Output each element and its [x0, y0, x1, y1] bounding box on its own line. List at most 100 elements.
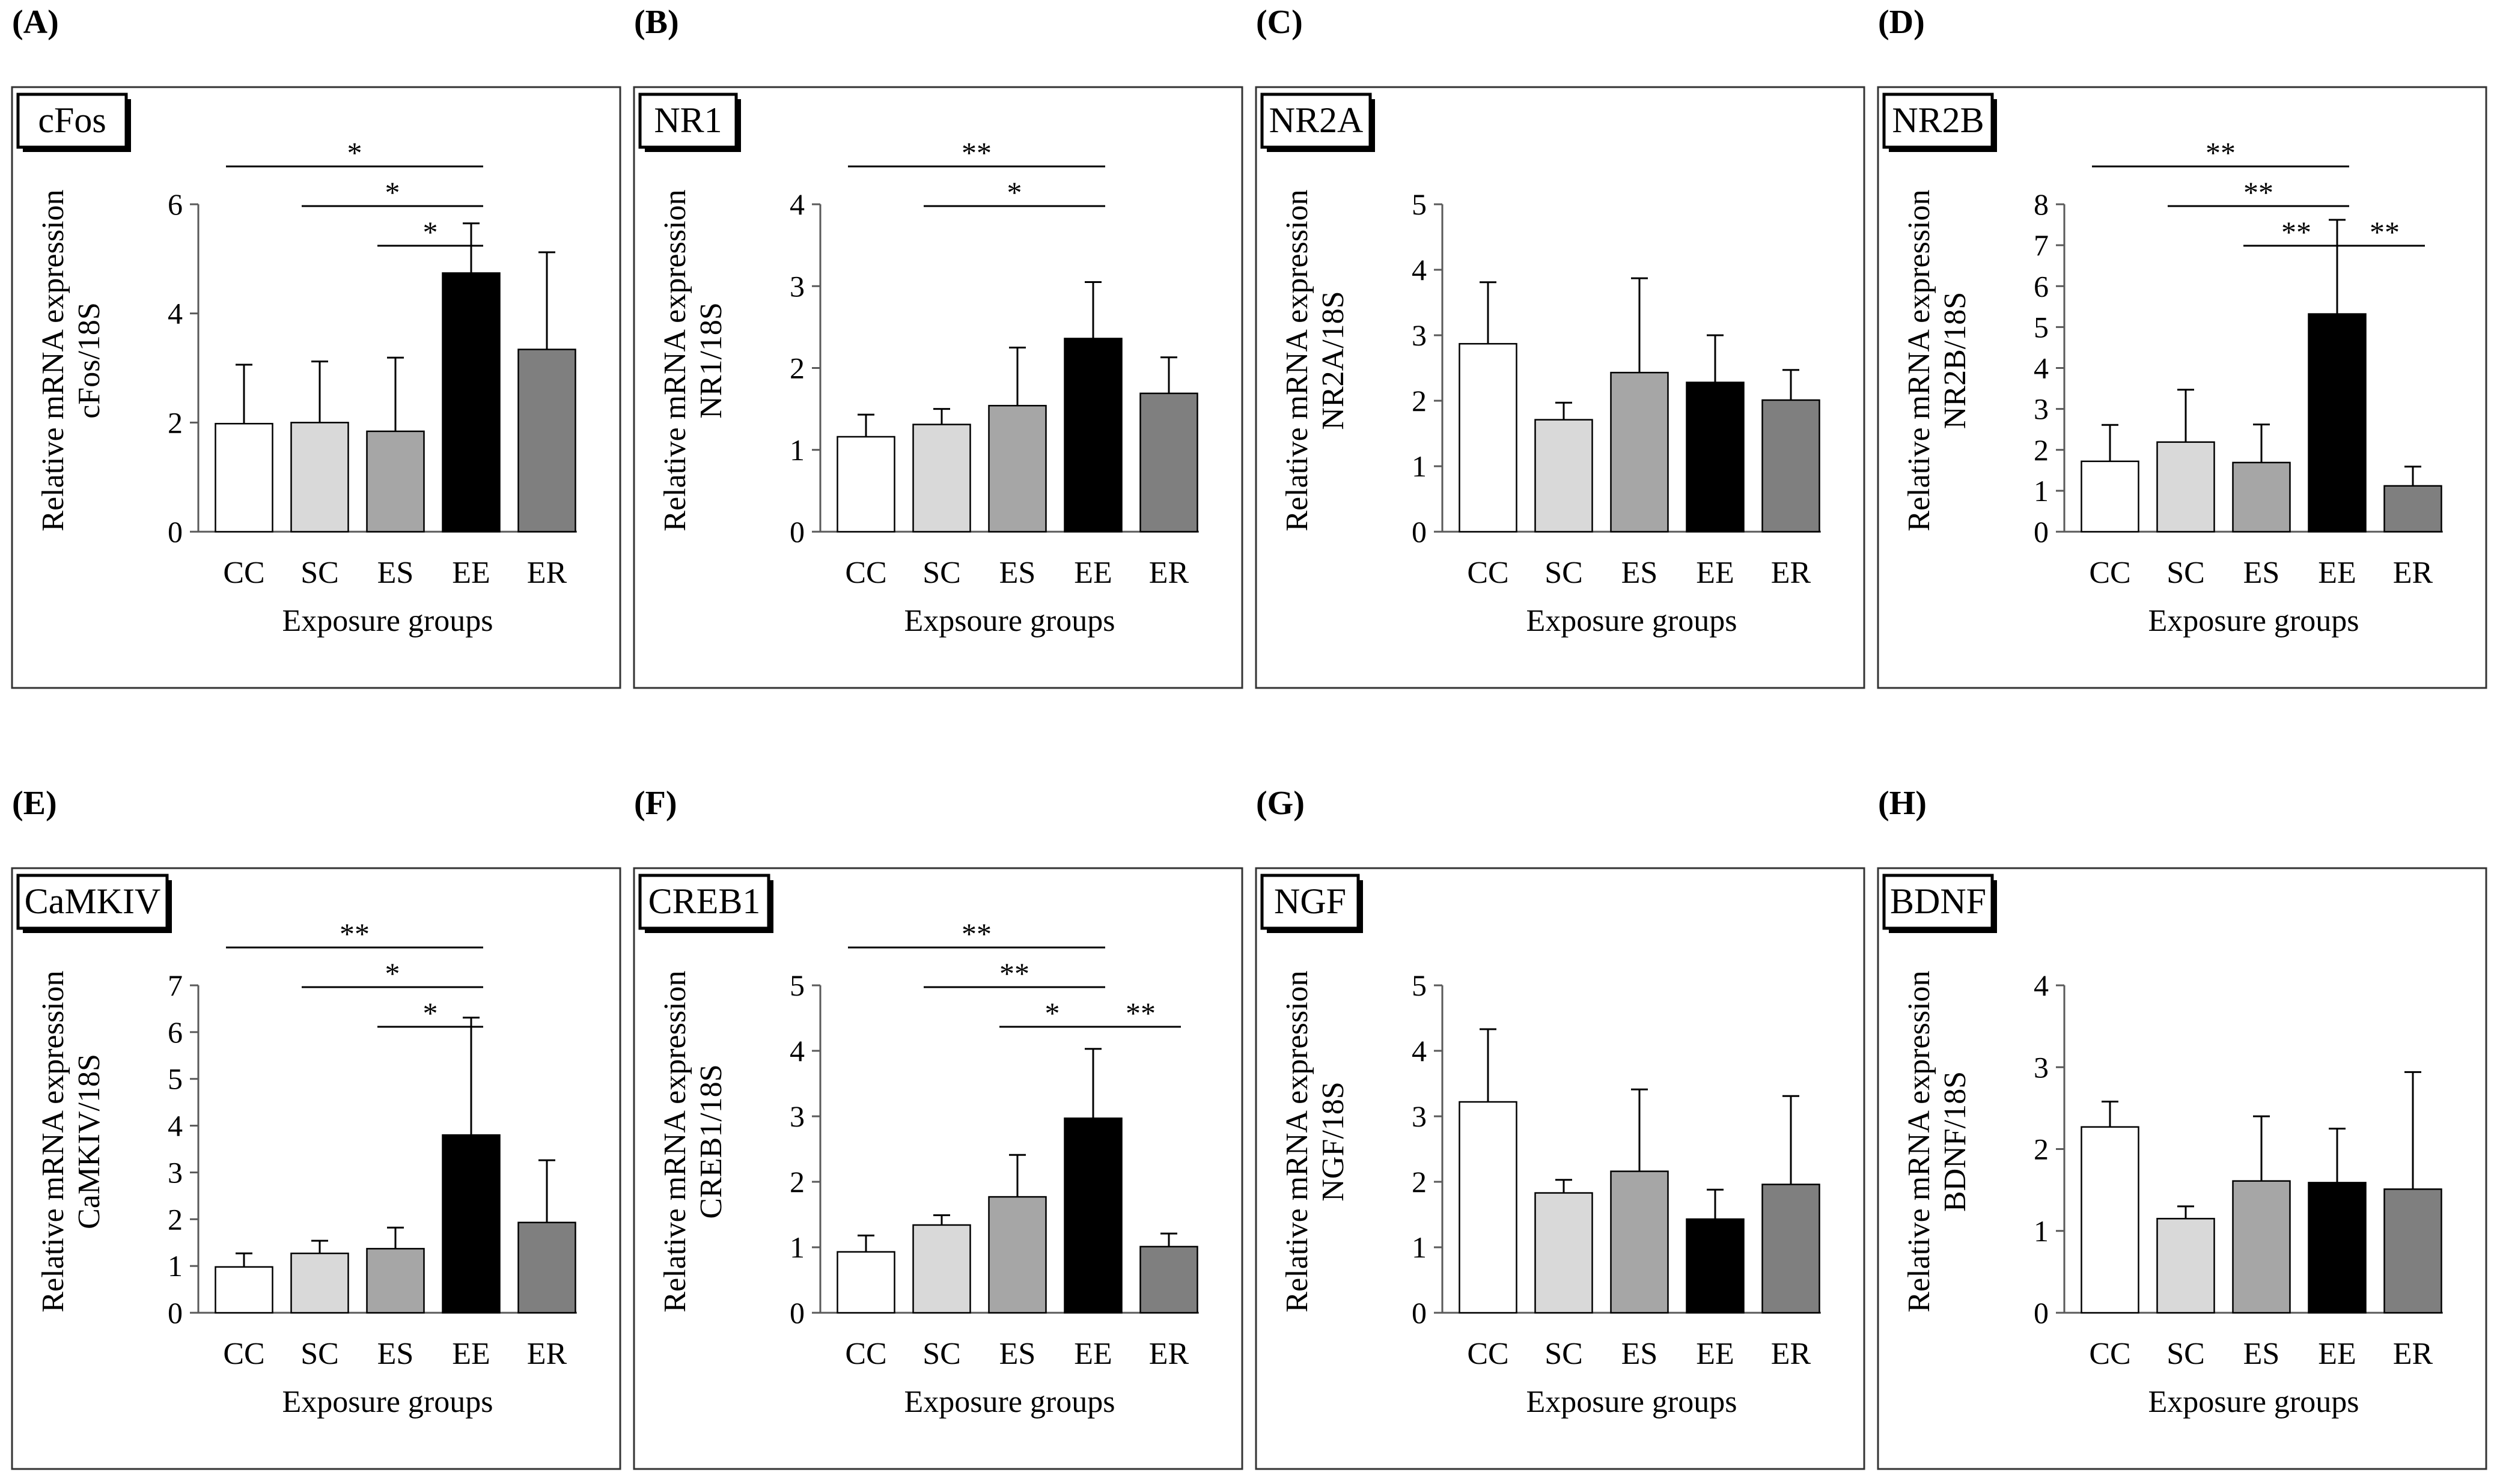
panel-frame — [1877, 86, 2487, 689]
y-tick-label: 5 — [2034, 310, 2049, 344]
bar-es — [1610, 1170, 1669, 1314]
y-tick-label: 0 — [1412, 1296, 1427, 1330]
title-box — [16, 874, 169, 930]
chart-title: NGF — [1274, 881, 1346, 921]
y-tick-label: 4 — [1412, 253, 1427, 287]
chart-title: cFos — [38, 100, 106, 140]
x-tick-label: EE — [1696, 556, 1734, 590]
y-tick-label: 5 — [1412, 187, 1427, 221]
bar-ee — [442, 1134, 501, 1314]
y-axis-label-line1: Relative mRNA expression — [36, 970, 70, 1312]
panel-label: (A) — [12, 4, 59, 41]
panel-frame — [633, 867, 1243, 1470]
bar-er — [517, 1221, 576, 1314]
bar-ee — [1686, 1218, 1745, 1314]
bar-cc — [215, 422, 273, 533]
y-axis-label-group: Relative mRNA expression cFos/18S — [36, 189, 106, 531]
bar-cc — [2081, 1126, 2139, 1314]
x-axis-label: Exposure groups — [1526, 1385, 1737, 1419]
significance-mark: ** — [340, 917, 370, 950]
title-box — [1882, 874, 1994, 930]
panel-label: (C) — [1256, 4, 1303, 41]
bar-sc — [1534, 1192, 1593, 1314]
x-tick-label: EE — [1074, 1337, 1112, 1371]
x-tick-label: SC — [300, 556, 339, 590]
x-tick-label: CC — [223, 1337, 264, 1371]
y-tick-label: 6 — [168, 1015, 183, 1049]
bar-er — [1761, 399, 1820, 533]
y-axis-label-line1: Relative mRNA expression — [1280, 189, 1314, 531]
x-tick-label: SC — [2166, 1337, 2205, 1371]
y-tick-label: 0 — [168, 1296, 183, 1330]
significance-mark: ** — [962, 136, 992, 169]
bar-sc — [2156, 441, 2215, 533]
y-tick-label: 0 — [1412, 515, 1427, 549]
y-axis-label-group: Relative mRNA expression NGF/18S — [1280, 970, 1350, 1312]
panel-g: (G) NGF Relative mRNA expression NGF/18S 0 1 2… — [1255, 785, 1865, 1470]
panel-frame — [633, 86, 1243, 689]
y-tick-label: 5 — [790, 969, 805, 1002]
panel-label: (D) — [1878, 4, 1925, 41]
y-tick-label: 3 — [2034, 392, 2049, 426]
bar-ee — [1064, 338, 1123, 533]
y-tick-label: 2 — [168, 1202, 183, 1236]
x-tick-label: ES — [1621, 1337, 1658, 1371]
bar-cc — [215, 1266, 273, 1314]
panel-d: (D) NR2B Relative mRNA expression NR2B/18S 0… — [1877, 4, 2487, 689]
significance-mark: ** — [2206, 136, 2236, 169]
x-tick-label: CC — [1467, 556, 1508, 590]
x-axis-label: Expsoure groups — [904, 604, 1115, 638]
y-axis-label-line1: Relative mRNA expression — [658, 189, 692, 531]
significance-mark: * — [423, 215, 438, 249]
x-tick-label: SC — [2166, 556, 2205, 590]
x-tick-label: ES — [377, 1337, 414, 1371]
y-tick-label: 1 — [1412, 449, 1427, 483]
bar-sc — [290, 422, 349, 533]
bar-es — [366, 1248, 425, 1314]
y-tick-label: 4 — [1412, 1034, 1427, 1068]
panel-label: (F) — [634, 785, 677, 822]
y-tick-label: 2 — [168, 406, 183, 439]
y-axis-label-line1: Relative mRNA expression — [1280, 970, 1314, 1312]
x-tick-label: ES — [377, 556, 414, 590]
x-axis-label: Exposure groups — [2148, 604, 2359, 638]
panel-frame — [1255, 86, 1865, 689]
bar-er — [2383, 1188, 2442, 1314]
bar-es — [2232, 461, 2291, 533]
y-tick-label: 1 — [2034, 1214, 2049, 1248]
x-tick-label: CC — [2089, 556, 2130, 590]
y-tick-label: 4 — [2034, 351, 2049, 385]
y-tick-label: 4 — [168, 1109, 183, 1143]
panel-c: (C) NR2A Relative mRNA expression NR2A/18S 0… — [1255, 4, 1865, 689]
bar-sc — [912, 1224, 971, 1314]
bar-es — [2232, 1180, 2291, 1314]
y-tick-label: 7 — [2034, 228, 2049, 262]
y-tick-label: 3 — [2034, 1050, 2049, 1084]
y-tick-label: 1 — [1412, 1230, 1427, 1264]
panel-frame — [1877, 867, 2487, 1470]
x-tick-label: EE — [1696, 1337, 1734, 1371]
y-tick-label: 2 — [2034, 1133, 2049, 1166]
chart-title: BDNF — [1890, 881, 1986, 921]
y-tick-label: 2 — [790, 351, 805, 385]
y-tick-label: 1 — [2034, 474, 2049, 508]
bar-er — [1761, 1184, 1820, 1314]
y-axis-label-line2: CREB1/18S — [694, 1064, 728, 1218]
y-tick-label: 4 — [168, 297, 183, 330]
y-axis-label-group: Relative mRNA expression CREB1/18S — [658, 970, 728, 1312]
significance-mark: * — [423, 996, 438, 1030]
x-axis-label: Exposure groups — [904, 1385, 1115, 1419]
x-tick-label: SC — [922, 556, 961, 590]
y-tick-label: 6 — [168, 187, 183, 221]
bar-ee — [2308, 313, 2367, 533]
significance-mark: * — [1007, 175, 1022, 209]
panel-label: (E) — [12, 785, 57, 822]
y-axis-label-line2: CaMKIV/18S — [72, 1054, 106, 1229]
panel-label: (G) — [1256, 785, 1305, 822]
y-tick-label: 8 — [2034, 187, 2049, 221]
x-tick-label: SC — [1544, 556, 1583, 590]
x-tick-label: ES — [2243, 556, 2280, 590]
y-axis-label-line2: NR1/18S — [694, 302, 728, 419]
panel-b: (B) NR1 Relative mRNA expression NR1/18S 0 1 2… — [633, 4, 1243, 689]
y-axis-label-line2: NGF/18S — [1316, 1081, 1350, 1201]
